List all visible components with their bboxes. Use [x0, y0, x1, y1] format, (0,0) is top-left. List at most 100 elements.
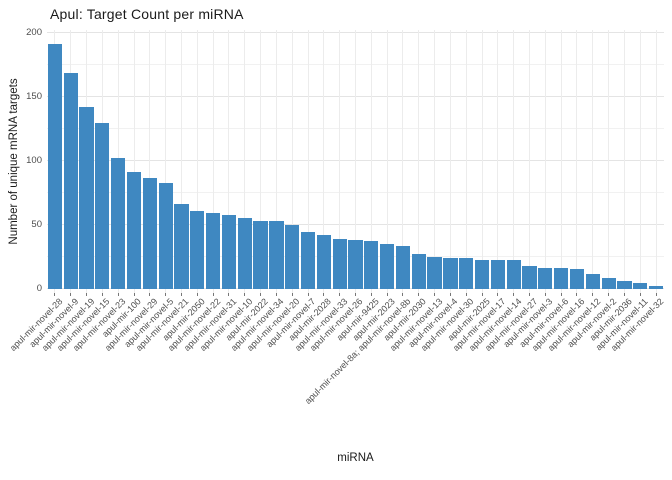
x-tick-label: apul-mir-2022 — [223, 296, 270, 343]
bar — [300, 232, 316, 289]
gridline-vertical — [576, 30, 578, 293]
x-tick-label: apul-mir-novel-27 — [482, 296, 539, 353]
x-tick-mark — [449, 293, 451, 296]
y-axis-tick-labels: 0 50 100 150 200 — [0, 28, 42, 294]
x-tick-label: apul-mir-9425 — [334, 296, 381, 343]
x-tick-label: apul-mir-novel-4 — [406, 296, 460, 350]
x-tick-label: apul-mir-2030 — [381, 296, 429, 343]
x-tick-mark — [291, 293, 293, 296]
gridline-vertical — [608, 30, 610, 293]
x-tick-mark — [212, 293, 214, 296]
gridline-vertical — [513, 30, 515, 293]
x-tick-label: apul-mir-2028 — [286, 296, 334, 343]
x-tick-label: apul-mir-novel-8a; apul-mir-novel-8b — [302, 296, 413, 406]
x-tick-label: apul-mir-novel-10 — [197, 296, 255, 353]
x-tick-mark — [592, 293, 594, 296]
y-tick-label: 0 — [36, 282, 42, 294]
x-tick-mark — [275, 293, 277, 296]
bar — [174, 204, 189, 289]
x-tick-mark — [165, 293, 167, 296]
x-tick-label: apul-mir-2025 — [445, 296, 492, 343]
plot-panel — [47, 30, 664, 293]
gridline-vertical — [449, 30, 451, 293]
gridline-vertical — [370, 30, 372, 293]
x-tick-mark — [608, 293, 610, 296]
x-tick-label: apul-mir-2036 — [587, 296, 634, 343]
x-tick-mark — [133, 293, 135, 296]
x-tick-label: apul-mir-novel-29 — [102, 296, 160, 353]
bar — [47, 43, 63, 289]
x-tick-label: apul-mir-novel-28 — [7, 296, 65, 353]
bar — [522, 265, 537, 289]
bar — [253, 220, 268, 289]
bar — [490, 260, 505, 289]
x-tick-mark — [465, 293, 467, 296]
x-tick-label: apul-mir-novel-26 — [308, 296, 365, 353]
x-tick-label: apul-mir-novel-13 — [387, 296, 444, 353]
gridline-vertical — [228, 30, 230, 293]
x-tick-mark — [639, 293, 641, 296]
x-tick-label: apul-mir-novel-21 — [134, 296, 191, 353]
bar — [427, 256, 442, 289]
gridline-vertical — [544, 30, 546, 293]
gridline-vertical — [386, 30, 388, 293]
bar — [316, 234, 331, 289]
x-tick-mark — [655, 293, 657, 296]
bar — [474, 260, 490, 289]
x-tick-mark — [544, 293, 546, 296]
bar — [158, 182, 173, 289]
bar — [538, 268, 553, 289]
x-tick-mark — [370, 293, 372, 296]
x-tick-label: apul-mir-novel-15 — [55, 296, 112, 353]
x-tick-mark — [529, 293, 531, 296]
x-tick-mark — [244, 293, 246, 296]
x-tick-label: apul-mir-novel-17 — [450, 296, 508, 353]
gridline-vertical — [244, 30, 246, 293]
bar — [380, 243, 395, 289]
x-tick-mark — [576, 293, 578, 296]
gridline-vertical — [212, 30, 214, 293]
bar — [142, 177, 157, 289]
x-tick-mark — [497, 293, 499, 296]
gridline-vertical — [307, 30, 309, 293]
bar — [633, 283, 648, 289]
bar — [285, 224, 300, 289]
y-tick-label: 50 — [31, 218, 42, 230]
x-tick-label: apul-mir-novel-19 — [39, 296, 96, 353]
bar — [601, 278, 616, 289]
bar — [63, 72, 78, 289]
bar — [585, 274, 600, 289]
bar — [269, 220, 284, 289]
x-tick-mark — [513, 293, 515, 296]
x-tick-mark — [355, 293, 356, 296]
x-tick-mark — [70, 293, 72, 296]
gridline-vertical — [260, 30, 262, 293]
bar — [348, 240, 363, 289]
bar — [459, 257, 474, 289]
x-tick-label: apul-mir-novel-31 — [181, 296, 239, 353]
gridline-vertical — [592, 30, 594, 293]
bar — [190, 210, 205, 289]
x-tick-mark — [323, 293, 325, 296]
gridline-vertical — [465, 30, 467, 293]
bar — [126, 172, 142, 289]
x-tick-label: apul-mir-novel-16 — [529, 296, 587, 353]
gridline-vertical — [560, 30, 562, 293]
x-tick-mark — [560, 293, 562, 296]
x-tick-mark — [434, 293, 436, 296]
x-tick-label: apul-mir-novel-9 — [27, 296, 81, 350]
bar — [95, 122, 110, 289]
x-tick-label: apul-mir-novel-22 — [165, 296, 223, 353]
gridline-vertical — [339, 30, 341, 293]
gridline-vertical — [133, 30, 135, 293]
bar — [332, 238, 347, 289]
bar — [237, 218, 252, 289]
bar — [364, 241, 379, 289]
x-tick-mark — [386, 293, 388, 296]
x-tick-label: apul-mir-novel-30 — [419, 296, 476, 353]
bar — [205, 213, 221, 289]
x-tick-mark — [402, 293, 404, 296]
x-tick-label: apul-mir-novel-33 — [292, 296, 350, 353]
x-tick-label: apul-mir-2050 — [160, 296, 207, 343]
x-tick-label: apul-mir-novel-32 — [608, 296, 666, 353]
